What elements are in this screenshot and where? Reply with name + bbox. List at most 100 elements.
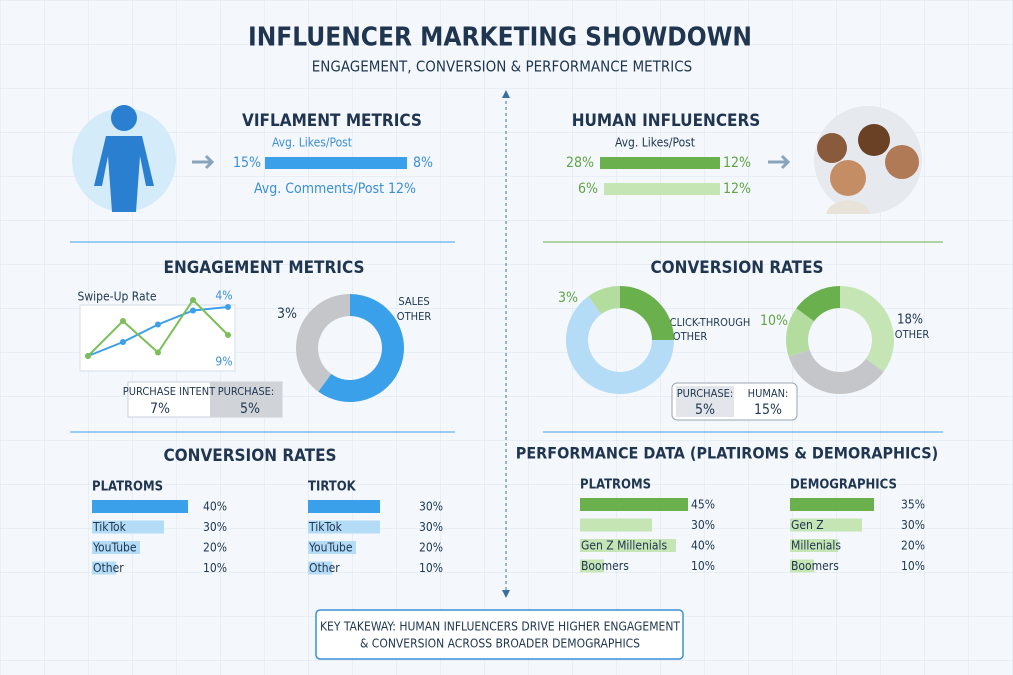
bar-value: 10% [419,561,443,575]
virtual-avatar [72,105,176,212]
metric: Avg. Likes/Post [272,136,352,150]
subtitle: ENGAGEMENT, CONVERSION & PERFORMANCE MET… [312,58,692,76]
human-avatars [814,106,922,214]
donut-label: OTHER [673,330,708,343]
title: INFLUENCER MARKETING SHOWDOWN [248,23,752,53]
pill-value: 5% [695,402,715,418]
bar-value: 35% [901,498,925,512]
point [225,304,231,310]
pill [127,381,283,418]
donut-label: OTHER [895,328,930,341]
bar [265,157,407,169]
donut-label: 3% [277,306,297,322]
bar [790,559,814,573]
value: 6% [578,181,598,197]
bar [92,541,140,554]
bar [604,183,720,195]
line-title: Swipe-Up Rate [78,290,157,304]
bar-label: YouTube [92,541,137,555]
section-lines [70,241,943,433]
value: 15% [233,155,261,171]
point [190,297,196,303]
donut-segment [588,286,620,315]
metric: Avg. Comments/Post 12% [254,181,416,197]
list-title: TIRTOK [308,480,357,495]
value: 12% [723,181,751,197]
bar [92,500,188,513]
point [85,353,91,359]
bar [308,520,380,534]
bar-value: 45% [691,498,715,512]
bar [580,539,676,552]
bar [308,541,356,554]
bar-value: 40% [691,539,715,553]
bar-value: 10% [203,561,227,575]
list-title: PLATROMS [580,478,651,493]
bar-label: Gen Z [791,518,824,532]
pill-value: 15% [754,402,782,418]
donut-segment [796,285,840,322]
section-title: CONVERSION RATES [163,446,336,466]
bar-label: Other [93,561,124,575]
donut-segment [840,286,895,372]
bar [308,561,332,575]
donut-label: 18% [897,313,923,328]
bar [790,539,838,552]
value: 8% [413,155,433,171]
pill-label: PURCHASE: [218,385,275,398]
bar [92,520,164,534]
value: 12% [723,155,751,171]
donut-label: CLICK-THROUGH [670,316,751,329]
donut-label: 10% [760,313,788,329]
section-title: ENGAGEMENT METRICS [164,258,365,278]
arrows [192,154,791,170]
bar-value: 30% [419,500,443,514]
donut-segment [786,308,815,357]
value: 28% [566,155,594,171]
bar-value: 30% [691,518,715,532]
bar-label: Millenials [791,539,841,553]
pill [671,382,798,421]
bar [92,561,116,575]
pill-label: PURCHASE: [677,387,734,400]
metric: Avg. Likes/Post [615,136,695,150]
section-title: CONVERSION RATES [650,258,823,278]
donut-label: 3% [558,290,578,306]
bar [580,559,604,573]
donut-segment [296,294,350,392]
donut-segment [788,349,884,395]
virtual-title: VIFLAMENT METRICS [242,111,422,131]
point [120,339,126,345]
bar [308,500,380,513]
bar [580,498,688,511]
human-title: HUMAN INFLUENCERS [572,111,761,131]
donut-segment [318,294,405,403]
donut-segment [566,296,674,394]
donut-label: OTHER [397,310,432,323]
donut-segment [620,286,674,340]
point [120,318,126,324]
bar-value: 30% [901,518,925,532]
point [190,307,196,314]
list-title: PLATROMS [92,480,163,495]
bar-label: TikTok [92,520,127,534]
bar-label: Gen Z Millenials [581,539,668,553]
bar-value: 20% [901,539,925,553]
bar-label: Boomers [581,559,629,573]
pill-label: HUMAN: [748,387,789,400]
bar-label: YouTube [308,541,353,555]
bar-value: 20% [419,541,443,555]
point [225,332,231,338]
takeaway: & CONVERSION ACROSS BROADER DEMOGRAPHICS [360,637,640,651]
bar-label: Other [309,561,340,575]
bar [580,518,652,532]
bar-value: 10% [901,559,925,573]
bar-value: 30% [419,520,443,534]
pill-label: PURCHASE INTENT [123,385,216,398]
bar-value: 20% [203,541,227,555]
bar-label: Boomers [791,559,839,573]
bar-value: 10% [691,559,715,573]
pill-value: 7% [150,401,170,417]
bar-value: 30% [203,520,227,534]
